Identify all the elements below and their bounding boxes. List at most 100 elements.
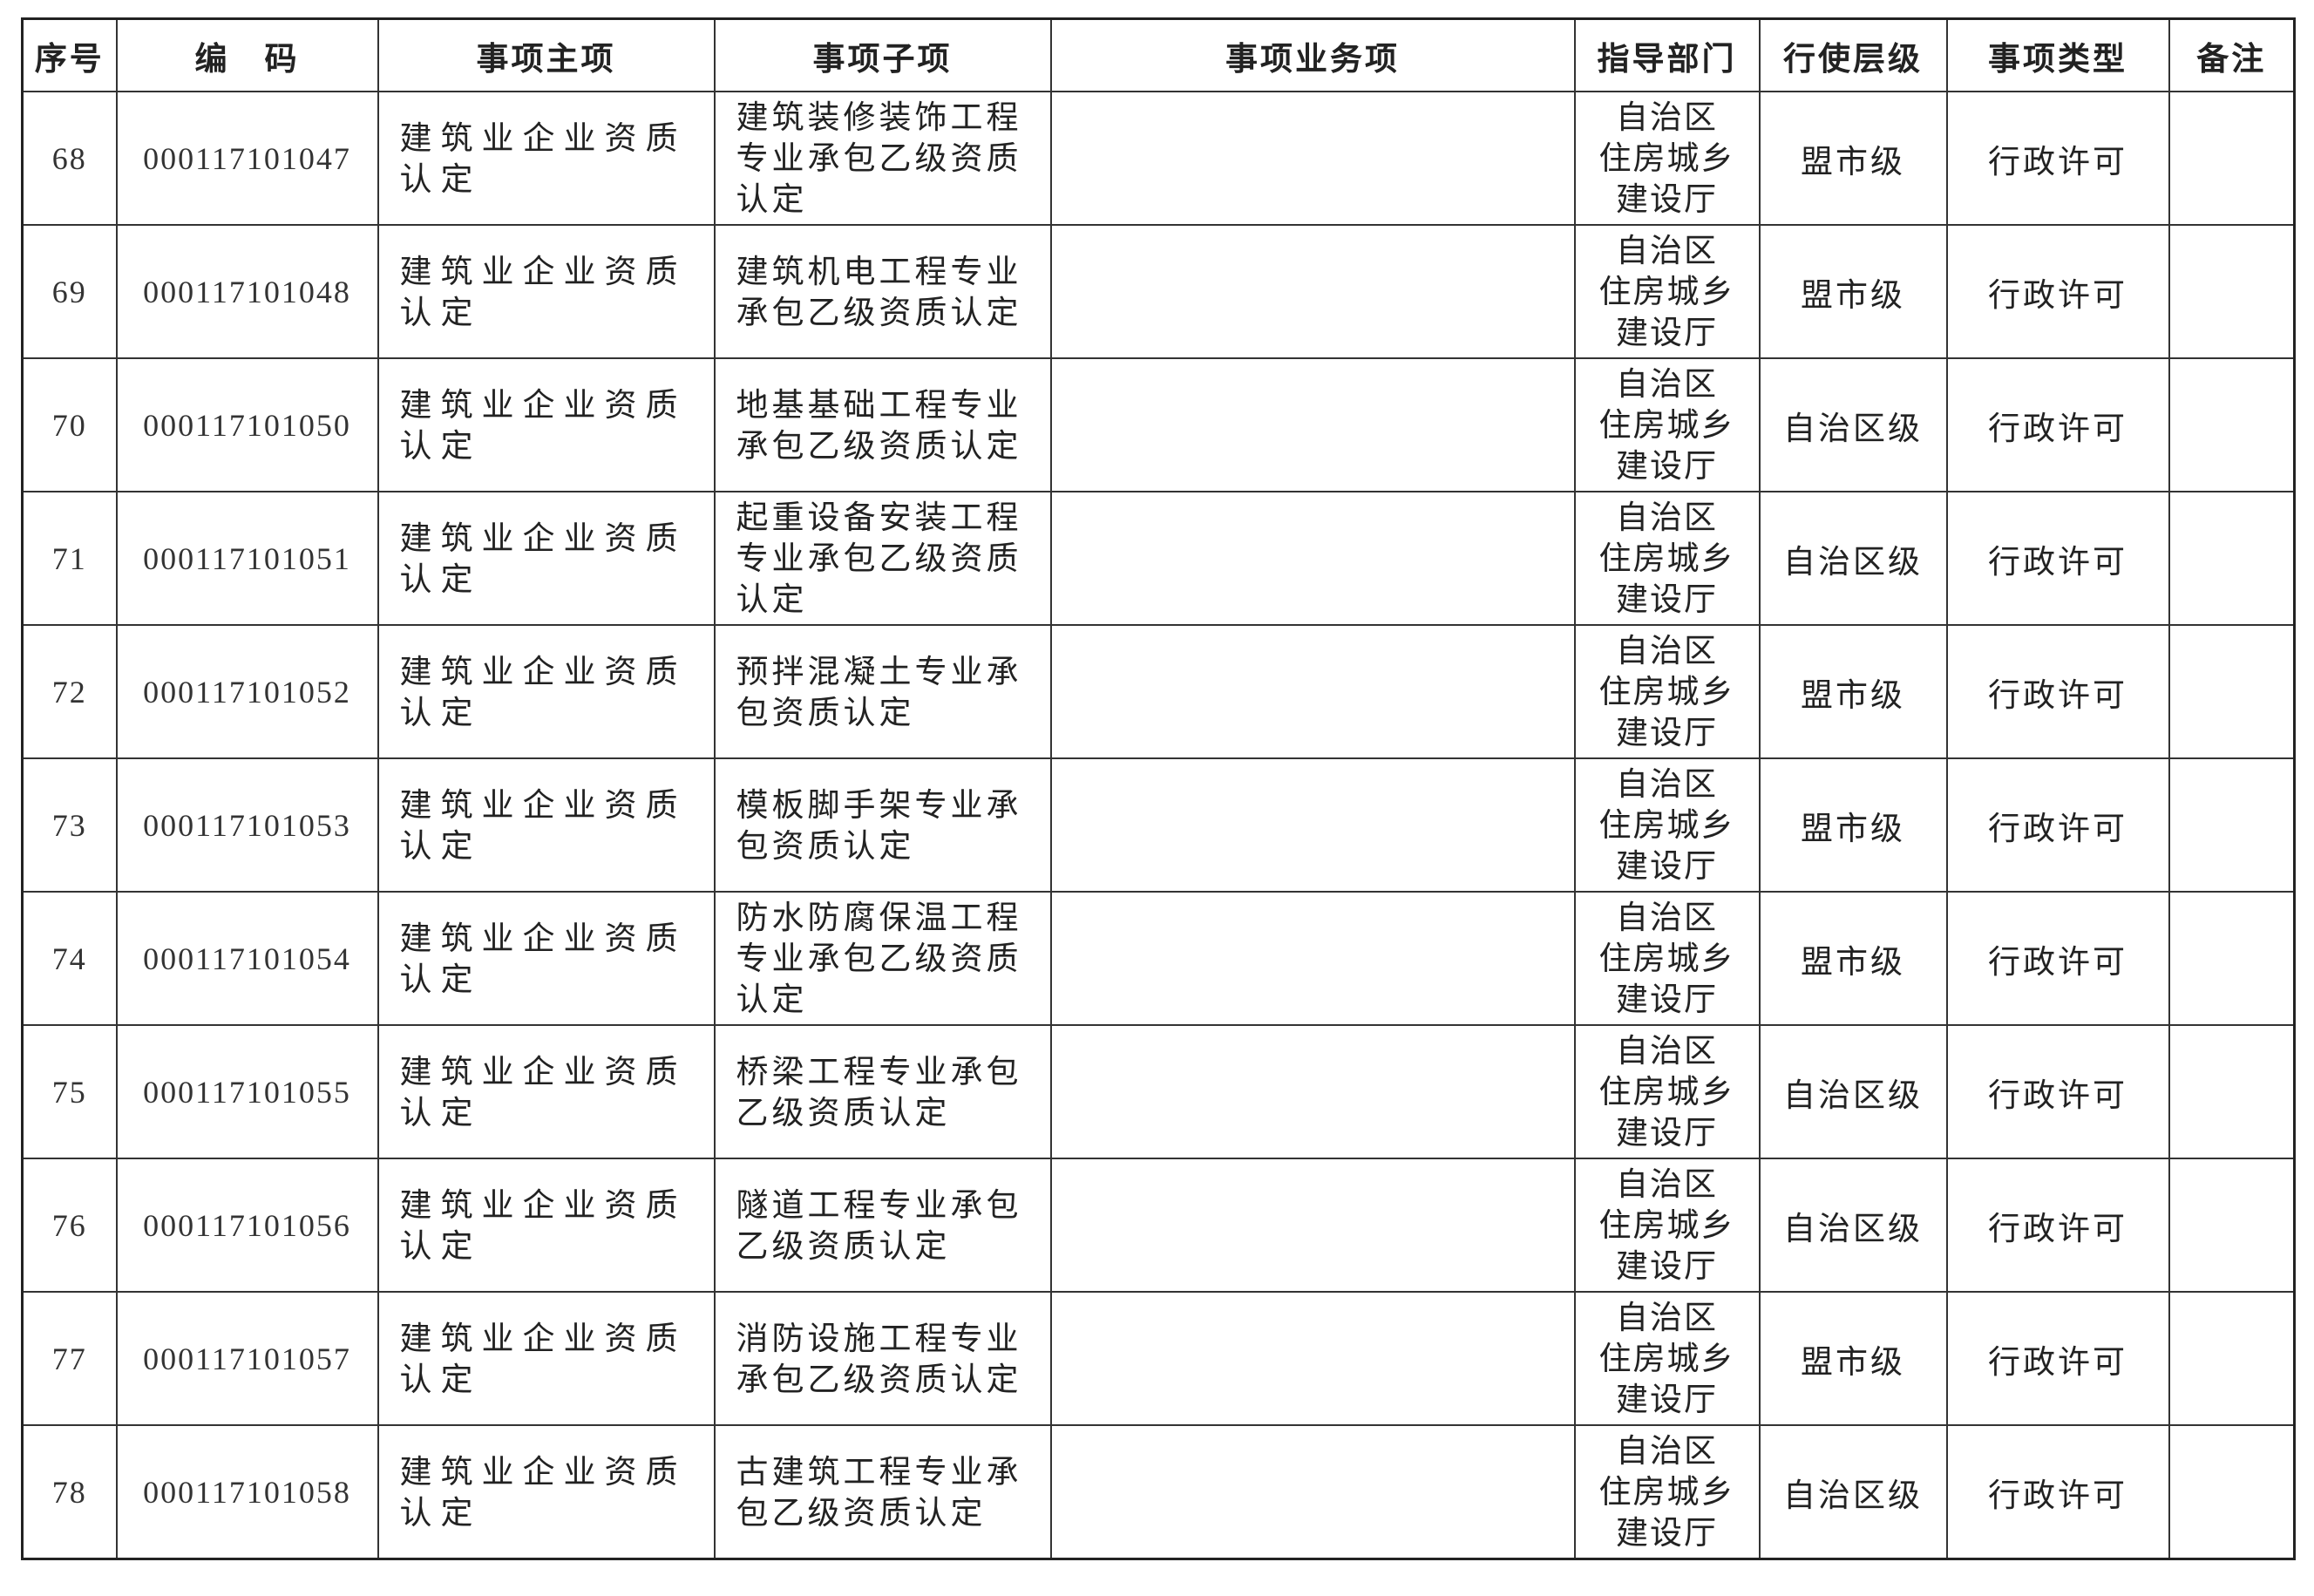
department-line: 建设厅 [1616,447,1718,485]
department-line: 自治区 [1616,98,1718,136]
table-row: 76 000117101056 建筑业企业资质认定 隧道工程专业承包乙级资质认定 自治区… [21,1158,2296,1293]
table-body: 68 000117101047 建筑业企业资质认定 建筑装修装饰工程专业承包乙级资质认… [21,91,2296,1560]
table-row: 74 000117101054 建筑业企业资质认定 防水防腐保温工程专业承包乙级资质认… [21,891,2296,1026]
department-line: 住房城乡 [1598,139,1735,177]
department: 自治区 住房城乡 建设厅 [1573,491,1761,626]
level: 自治区级 [1758,357,1948,492]
business-item [1049,624,1576,759]
department-line: 住房城乡 [1598,1206,1735,1244]
department-line: 自治区 [1616,365,1718,403]
sub-item: 建筑机电工程专业承包乙级资质认定 [713,224,1052,359]
department-line: 住房城乡 [1598,940,1735,977]
item-type: 行政许可 [1945,1024,2170,1159]
department: 自治区 住房城乡 建设厅 [1573,891,1761,1026]
department-line: 自治区 [1616,1432,1718,1470]
department: 自治区 住房城乡 建设厅 [1573,624,1761,759]
item-code: 000117101052 [115,624,379,759]
business-item [1049,1024,1576,1159]
department-line: 住房城乡 [1598,806,1735,844]
remark [2168,91,2296,226]
main-item: 建筑业企业资质认定 [377,1291,716,1426]
main-item: 建筑业企业资质认定 [377,1158,716,1293]
business-item [1049,891,1576,1026]
business-item [1049,1291,1576,1426]
header-cell: 编 码 [115,17,379,92]
row-number: 75 [21,1024,118,1159]
level: 自治区级 [1758,1024,1948,1159]
department: 自治区 住房城乡 建设厅 [1573,91,1761,226]
item-type: 行政许可 [1945,1158,2170,1293]
item-type: 行政许可 [1945,224,2170,359]
sub-item: 模板脚手架专业承包资质认定 [713,757,1052,893]
level: 盟市级 [1758,757,1948,893]
level: 盟市级 [1758,891,1948,1026]
department-line: 建设厅 [1616,180,1718,218]
department: 自治区 住房城乡 建设厅 [1573,1291,1761,1426]
row-number: 74 [21,891,118,1026]
table-row: 69 000117101048 建筑业企业资质认定 建筑机电工程专业承包乙级资质认定 自… [21,224,2296,359]
table-row: 70 000117101050 建筑业企业资质认定 地基基础工程专业承包乙级资质认定 自… [21,357,2296,492]
sub-item: 消防设施工程专业承包乙级资质认定 [713,1291,1052,1426]
items-table: 序号编 码事项主项 事项子项 事项业务项 指导部门 行使层级 事项类型 备注 68 00011… [21,17,2296,1560]
header-cell: 行使层级 [1758,17,1948,92]
item-code: 000117101047 [115,91,379,226]
item-type: 行政许可 [1945,757,2170,893]
remark [2168,1291,2296,1426]
row-number: 76 [21,1158,118,1293]
level: 盟市级 [1758,91,1948,226]
table-row: 68 000117101047 建筑业企业资质认定 建筑装修装饰工程专业承包乙级资质认… [21,91,2296,226]
main-item: 建筑业企业资质认定 [377,357,716,492]
remark [2168,491,2296,626]
item-type: 行政许可 [1945,1291,2170,1426]
sub-item: 地基基础工程专业承包乙级资质认定 [713,357,1052,492]
remark [2168,891,2296,1026]
department: 自治区 住房城乡 建设厅 [1573,1024,1761,1159]
department-line: 建设厅 [1616,847,1718,885]
business-item [1049,357,1576,492]
department-line: 自治区 [1616,632,1718,669]
remark [2168,224,2296,359]
department-line: 住房城乡 [1598,1073,1735,1110]
header-cell: 指导部门 [1573,17,1761,92]
row-number: 71 [21,491,118,626]
header-row: 序号编 码事项主项 事项子项 事项业务项 指导部门 行使层级 事项类型 备注 [21,17,2296,92]
sub-item: 防水防腐保温工程专业承包乙级资质认定 [713,891,1052,1026]
item-type: 行政许可 [1945,1424,2170,1560]
department: 自治区 住房城乡 建设厅 [1573,757,1761,893]
sub-item: 预拌混凝土专业承包资质认定 [713,624,1052,759]
main-item: 建筑业企业资质认定 [377,624,716,759]
item-code: 000117101051 [115,491,379,626]
table-row: 77 000117101057 建筑业企业资质认定 消防设施工程专业承包乙级资质认定 自… [21,1291,2296,1426]
business-item [1049,1424,1576,1560]
row-number: 72 [21,624,118,759]
department-line: 建设厅 [1616,1114,1718,1151]
sub-item: 桥梁工程专业承包乙级资质认定 [713,1024,1052,1159]
department-line: 自治区 [1616,1299,1718,1336]
header-cell: 备注 [2168,17,2296,92]
main-item: 建筑业企业资质认定 [377,891,716,1026]
level: 盟市级 [1758,624,1948,759]
item-code: 000117101056 [115,1158,379,1293]
department-line: 自治区 [1616,499,1718,536]
header-cell: 事项子项 [713,17,1052,92]
item-code: 000117101048 [115,224,379,359]
level: 自治区级 [1758,1424,1948,1560]
remark [2168,1024,2296,1159]
row-number: 68 [21,91,118,226]
item-type: 行政许可 [1945,357,2170,492]
department-line: 建设厅 [1616,714,1718,751]
item-code: 000117101057 [115,1291,379,1426]
main-item: 建筑业企业资质认定 [377,757,716,893]
header-cell: 事项类型 [1945,17,2170,92]
department-line: 住房城乡 [1598,406,1735,444]
row-number: 77 [21,1291,118,1426]
remark [2168,624,2296,759]
table-row: 78 000117101058 建筑业企业资质认定 古建筑工程专业承包乙级资质认定 自治… [21,1424,2296,1560]
department: 自治区 住房城乡 建设厅 [1573,1424,1761,1560]
sub-item: 起重设备安装工程专业承包乙级资质认定 [713,491,1052,626]
department-line: 自治区 [1616,1165,1718,1203]
sub-item: 古建筑工程专业承包乙级资质认定 [713,1424,1052,1560]
item-type: 行政许可 [1945,891,2170,1026]
item-code: 000117101050 [115,357,379,492]
